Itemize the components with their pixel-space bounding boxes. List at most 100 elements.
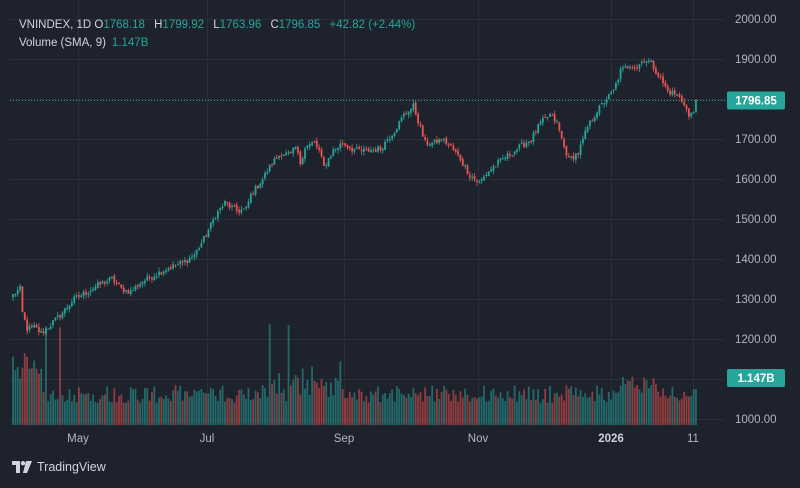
- candle-body: [193, 254, 196, 258]
- volume-bar: [202, 392, 205, 425]
- volume-bar: [238, 389, 240, 425]
- volume-bar: [398, 388, 401, 425]
- price-tick-label: 1700.00: [735, 134, 777, 146]
- volume-bar: [591, 391, 594, 425]
- candle-body: [96, 282, 99, 288]
- candle-body: [370, 150, 372, 153]
- volume-bar: [692, 389, 695, 425]
- volume-bar: [275, 393, 278, 425]
- candle-body: [125, 289, 127, 292]
- candle-body: [176, 264, 179, 266]
- tradingview-text: TradingView: [37, 460, 106, 474]
- candle-body: [476, 180, 478, 182]
- volume-bar: [603, 399, 606, 425]
- volume-bar: [297, 377, 299, 425]
- volume-bar: [384, 392, 386, 425]
- candle-body: [388, 138, 391, 141]
- volume-bar: [92, 394, 94, 425]
- volume-bar: [410, 397, 412, 425]
- volume-bar: [579, 389, 582, 425]
- candle-body: [330, 156, 332, 159]
- volume-bar: [407, 393, 410, 425]
- volume-bar: [610, 399, 613, 425]
- candle-body: [424, 137, 427, 140]
- volume-bar: [252, 398, 255, 425]
- candle-body: [579, 144, 582, 155]
- candle-body: [501, 158, 504, 160]
- candle-body: [367, 148, 370, 152]
- candle-body: [570, 155, 573, 158]
- candle-body: [659, 76, 662, 78]
- volume-bar: [181, 400, 184, 425]
- volume-bar: [245, 398, 248, 425]
- candle-body: [129, 290, 132, 295]
- change-value: +42.82 (+2.44%): [329, 19, 416, 31]
- volume-bar: [56, 399, 59, 425]
- symbol-label[interactable]: VNINDEX, 1D: [19, 19, 92, 31]
- volume-bar: [351, 397, 354, 425]
- candle-body: [249, 193, 252, 203]
- candle-body: [466, 165, 469, 175]
- volume-bar: [108, 401, 111, 425]
- volume-bar: [209, 387, 212, 425]
- candle-body: [563, 138, 565, 147]
- candle-body: [28, 325, 31, 330]
- candle-body: [676, 94, 679, 96]
- volume-bar: [647, 388, 650, 425]
- volume-bar: [544, 388, 547, 425]
- price-axis[interactable]: 2000.001900.001800.001700.001600.001500.…: [735, 14, 777, 426]
- candle-body: [127, 290, 130, 294]
- volume-bar: [412, 388, 415, 425]
- candle-body: [596, 112, 598, 118]
- candle-body: [42, 331, 45, 333]
- volume-label[interactable]: Volume (SMA, 9): [19, 37, 106, 49]
- candle-body: [101, 281, 104, 284]
- candle-body: [278, 155, 281, 158]
- volume-bar: [287, 325, 290, 425]
- candle-body: [400, 117, 403, 122]
- last-price-badge-bg: [727, 91, 785, 110]
- volume-bar: [636, 385, 638, 425]
- last-volume-badge-bg: [727, 369, 785, 387]
- volume-bar: [428, 396, 431, 425]
- candle-body: [492, 166, 495, 171]
- candle-body: [212, 219, 215, 224]
- candle-body: [379, 146, 382, 150]
- candle-body: [19, 285, 21, 291]
- volume-bar: [570, 386, 573, 425]
- candle-body: [38, 327, 40, 333]
- volume-bar: [221, 385, 224, 425]
- candle-body: [216, 211, 219, 219]
- volume-bar: [315, 382, 318, 425]
- volume-bar: [638, 389, 641, 425]
- volume-bar: [633, 387, 636, 425]
- candle-body: [450, 144, 452, 146]
- volume-bar: [652, 378, 655, 425]
- candle-body: [63, 308, 66, 314]
- volume-bar: [405, 397, 408, 425]
- candle-body: [240, 209, 243, 213]
- candle-body: [443, 138, 445, 140]
- candle-body: [106, 281, 109, 284]
- tradingview-logo[interactable]: TradingView: [12, 460, 106, 474]
- candle-body: [158, 271, 160, 276]
- price-tick-label: 1000.00: [735, 414, 777, 426]
- volume-bar: [134, 388, 137, 425]
- candle-body: [332, 149, 335, 156]
- volume-bar: [40, 368, 43, 425]
- candle-body: [245, 206, 248, 209]
- candle-body: [631, 67, 634, 69]
- time-axis[interactable]: May Jul Sep Nov 2026 11: [67, 433, 699, 445]
- time-tick-label: 11: [687, 433, 699, 445]
- candle-body: [92, 289, 94, 291]
- candle-body: [35, 325, 38, 328]
- candle-body: [499, 158, 502, 161]
- candle-body: [511, 155, 514, 157]
- volume-bar: [558, 396, 561, 425]
- volume-bar: [631, 376, 634, 425]
- candle-body: [155, 276, 158, 278]
- volume-bar: [21, 367, 24, 425]
- volume-bar: [447, 393, 450, 425]
- candle-body: [556, 121, 558, 123]
